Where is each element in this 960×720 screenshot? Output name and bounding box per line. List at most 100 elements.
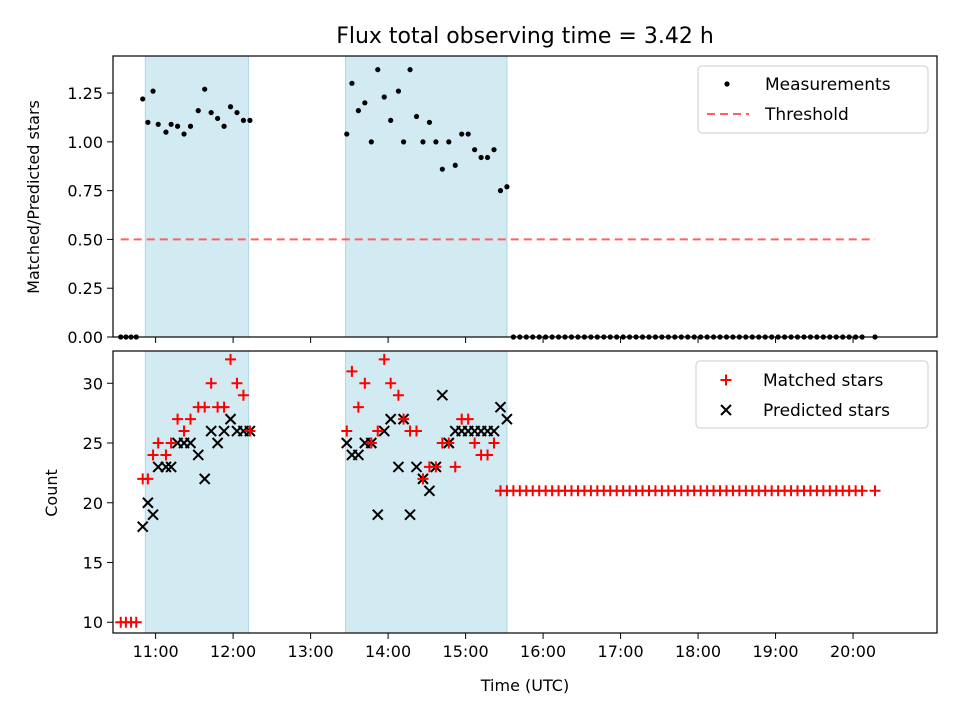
measurement-point — [215, 115, 221, 122]
legend-predicted-marker — [720, 404, 732, 416]
measurement-point — [355, 108, 361, 114]
matched-star-point — [417, 473, 429, 485]
predicted-star-point — [205, 425, 217, 437]
measurement-point — [439, 166, 445, 172]
predicted-star-point — [160, 461, 172, 473]
top-shaded-interval-1 — [344, 55, 508, 338]
top-axes-frame — [112, 55, 938, 338]
top-y-tick-label: 0.00 — [67, 328, 103, 347]
matched-star-point — [352, 401, 364, 413]
x-tick-label: 16:00 — [520, 642, 566, 661]
predicted-star-point — [184, 437, 197, 449]
top-y-tick-label: 0.50 — [67, 230, 103, 249]
matched-star-point — [411, 425, 423, 437]
matched-star-point — [205, 377, 217, 389]
measurement-point — [465, 131, 471, 137]
measurement-point — [344, 131, 350, 137]
predicted-star-point — [501, 413, 513, 425]
measurement-point — [181, 131, 187, 137]
matched-star-point — [160, 449, 172, 461]
bottom-y-tick-label: 20 — [83, 494, 103, 513]
measurement-point — [420, 139, 426, 145]
matched-star-point — [856, 485, 868, 497]
predicted-star-point — [378, 425, 390, 437]
matched-star-point — [178, 425, 190, 437]
matched-star-point — [152, 437, 164, 449]
matched-star-point — [142, 473, 154, 485]
matched-star-point — [346, 365, 358, 377]
matched-star-point — [443, 437, 455, 449]
measurement-point — [163, 129, 169, 135]
predicted-star-point — [136, 520, 149, 533]
measurement-point — [381, 94, 387, 100]
top-y-axis-label: Matched/Predicted stars — [24, 100, 43, 294]
predicted-star-point — [218, 425, 230, 437]
matched-star-point — [488, 437, 500, 449]
top-y-tick-label: 0.25 — [67, 279, 103, 298]
predicted-star-point — [165, 461, 177, 473]
matched-star-point — [225, 353, 237, 365]
predicted-star-point — [494, 401, 507, 413]
matched-star-point — [244, 425, 256, 437]
predicted-star-point — [352, 449, 365, 461]
matched-star-point — [199, 401, 211, 413]
measurement-point — [491, 147, 497, 153]
top-legend: Measurements Threshold — [697, 65, 929, 134]
predicted-star-point — [488, 425, 500, 437]
measurement-point — [452, 162, 458, 168]
measurement-point — [413, 113, 420, 120]
measurement-point — [174, 123, 181, 129]
x-tick-label: 17:00 — [598, 642, 644, 661]
measurement-point — [446, 139, 452, 145]
bottom-y-tick-label: 25 — [83, 434, 103, 453]
matched-star-point — [341, 425, 353, 437]
measurement-point — [375, 67, 381, 73]
predicted-star-point — [384, 413, 397, 425]
legend-matched-label: Matched stars — [763, 371, 883, 391]
measurement-point — [362, 100, 368, 106]
predicted-star-point — [436, 389, 449, 401]
measurement-point — [247, 117, 253, 123]
bottom-y-tick-label: 15 — [83, 554, 103, 573]
measurement-point — [433, 139, 439, 145]
predicted-star-point — [341, 437, 353, 449]
matched-star-point — [231, 377, 243, 389]
matched-star-point — [372, 425, 384, 437]
measurement-point — [234, 109, 240, 116]
measurement-point — [208, 109, 214, 116]
predicted-star-point — [392, 461, 405, 473]
measurement-point — [400, 139, 407, 145]
x-axis-label: Time (UTC) — [480, 676, 569, 695]
legend-threshold-label: Threshold — [764, 105, 849, 125]
matched-star-point — [359, 377, 371, 389]
matched-star-point — [869, 485, 881, 497]
top-y-tick-label: 0.75 — [67, 182, 103, 201]
measurement-point — [140, 96, 146, 102]
bottom-y-axis-label: Count — [42, 469, 61, 517]
measurement-point — [395, 88, 402, 94]
figure-title: Flux total observing time = 3.42 h — [336, 24, 714, 49]
measurement-point — [150, 88, 156, 94]
predicted-star-point — [147, 508, 159, 521]
measurement-point — [168, 121, 174, 127]
x-tick-label: 11:00 — [133, 642, 179, 661]
measurement-point — [497, 188, 504, 194]
top-y-tick-label: 1.00 — [67, 133, 103, 152]
matched-star-point — [218, 401, 230, 413]
measurement-point — [407, 67, 413, 73]
matched-star-point — [172, 413, 184, 425]
measurement-point — [368, 139, 374, 145]
x-tick-label: 15:00 — [443, 642, 489, 661]
matched-star-point — [184, 413, 196, 425]
measurement-point — [426, 119, 433, 125]
measurement-point — [240, 117, 247, 123]
measurement-point — [388, 117, 394, 123]
x-tick-label: 20:00 — [830, 642, 876, 661]
matched-star-point — [469, 437, 481, 449]
measurement-point — [478, 154, 484, 161]
matched-star-point — [385, 377, 397, 389]
measurement-point — [202, 86, 208, 92]
bottom-y-tick-label: 10 — [83, 613, 103, 632]
legend-measurements-label: Measurements — [765, 75, 891, 95]
